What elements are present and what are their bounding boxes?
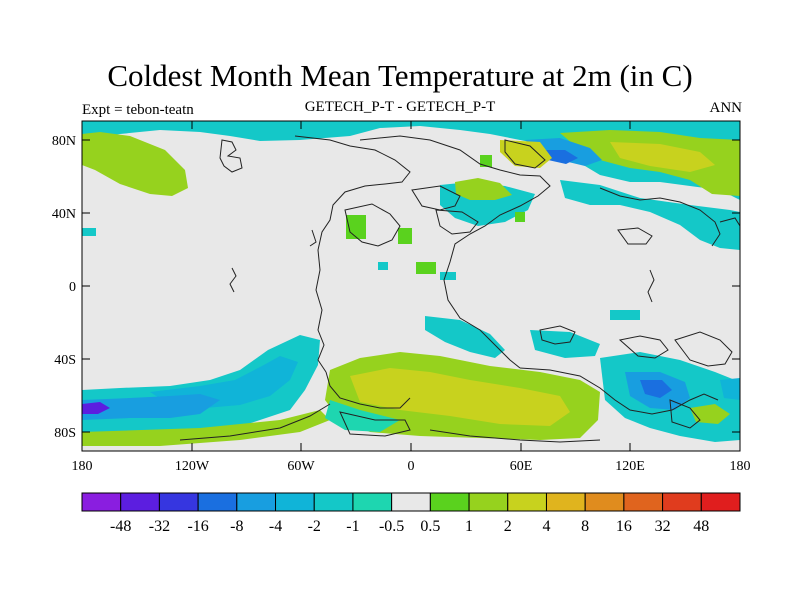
coastlines: [179, 135, 740, 443]
colorbar-swatch: [545, 492, 586, 512]
field-se-teal: [325, 400, 400, 432]
field-cell-3: [416, 262, 436, 274]
x-ticks: [81, 121, 741, 451]
colorbar-label: 2: [504, 518, 512, 535]
colorbar-swatch: [391, 492, 431, 512]
field-sw-violet: [82, 402, 110, 414]
field-cell-8: [440, 272, 456, 280]
field-cell-5: [515, 212, 525, 222]
colorbar-label: 1: [465, 518, 473, 535]
colorbar-swatch: [275, 492, 315, 512]
colorbar-label: 48: [693, 518, 709, 535]
x-tick-120w: 120W: [175, 459, 210, 474]
y-tick-0: 0: [69, 280, 76, 295]
colorbar-swatch: [352, 492, 393, 512]
x-tick-60e: 60E: [510, 459, 533, 474]
field-cell-2: [398, 228, 412, 244]
x-tick-180e: 180: [730, 459, 751, 474]
colorbar-label: 4: [542, 518, 550, 535]
colorbar-label: 32: [655, 518, 671, 535]
colorbar-swatch: [313, 492, 354, 512]
colorbar-label: -1: [346, 518, 359, 535]
field-cn-green: [455, 178, 512, 200]
field-cell-9: [610, 310, 640, 320]
field-se-olive: [350, 368, 570, 426]
colorbar-label: -32: [149, 518, 170, 535]
colorbar-swatch: [120, 492, 160, 512]
colorbar-label: -4: [269, 518, 282, 535]
field-cell-7: [378, 262, 388, 270]
colorbar-swatch: [429, 492, 470, 512]
field-cs-cyan: [425, 316, 505, 358]
y-tick-40s: 40S: [54, 353, 76, 368]
field-ne-dblue: [545, 150, 578, 164]
field-e-green: [690, 404, 730, 424]
colorbar-label: 8: [581, 518, 589, 535]
colorbar-label: 16: [616, 518, 632, 535]
model-label: GETECH_P-T - GETECH_P-T: [304, 99, 496, 115]
field-ne-cyan: [560, 180, 740, 250]
colorbar-swatch: [197, 492, 238, 512]
field-cell-6: [82, 228, 96, 236]
colorbar: -48 -32 -16 -8 -4 -2 -1 -0.5 0.5 1 2 4 8 16 32 48: [81, 492, 741, 535]
chart-title: Coldest Month Mean Temperature at 2m (in…: [107, 58, 693, 93]
field-ne-green2: [610, 142, 715, 172]
y-tick-80n: 80N: [52, 134, 76, 149]
x-tick-60w: 60W: [287, 459, 315, 474]
colorbar-swatch: [662, 492, 702, 512]
colorbar-swatch: [700, 492, 741, 512]
x-tick-180w: 180: [72, 459, 93, 474]
field-nw-green: [82, 132, 188, 196]
colorbar-swatch: [507, 492, 547, 512]
field-cs-cyan2: [530, 330, 600, 358]
colorbar-label: -8: [230, 518, 243, 535]
colorbar-swatch: [81, 492, 122, 512]
y-tick-80s: 80S: [54, 426, 76, 441]
colorbar-swatch: [584, 492, 625, 512]
map-plot-area: [82, 121, 740, 451]
experiment-label: Expt = tebon-teatn: [82, 102, 194, 118]
season-label: ANN: [709, 100, 743, 116]
colorbar-label: -0.5: [379, 518, 404, 535]
colorbar-label: -48: [110, 518, 131, 535]
field-sw-blue: [82, 394, 220, 420]
x-tick-120e: 120E: [615, 459, 645, 474]
colorbar-label: -16: [187, 518, 208, 535]
y-tick-40n: 40N: [52, 207, 76, 222]
field-cell-4: [480, 155, 492, 167]
field-sw-green-strip: [82, 410, 330, 446]
colorbar-swatch: [623, 492, 664, 512]
colorbar-swatch: [236, 492, 277, 512]
field-e-dblue: [640, 380, 672, 398]
colorbar-swatch: [158, 492, 199, 512]
colorbar-swatch: [468, 492, 509, 512]
colorbar-label: 0.5: [420, 518, 440, 535]
x-tick-0: 0: [408, 459, 415, 474]
colorbar-label: -2: [308, 518, 321, 535]
y-ticks: [82, 139, 740, 433]
field-e-lblue: [720, 378, 740, 400]
